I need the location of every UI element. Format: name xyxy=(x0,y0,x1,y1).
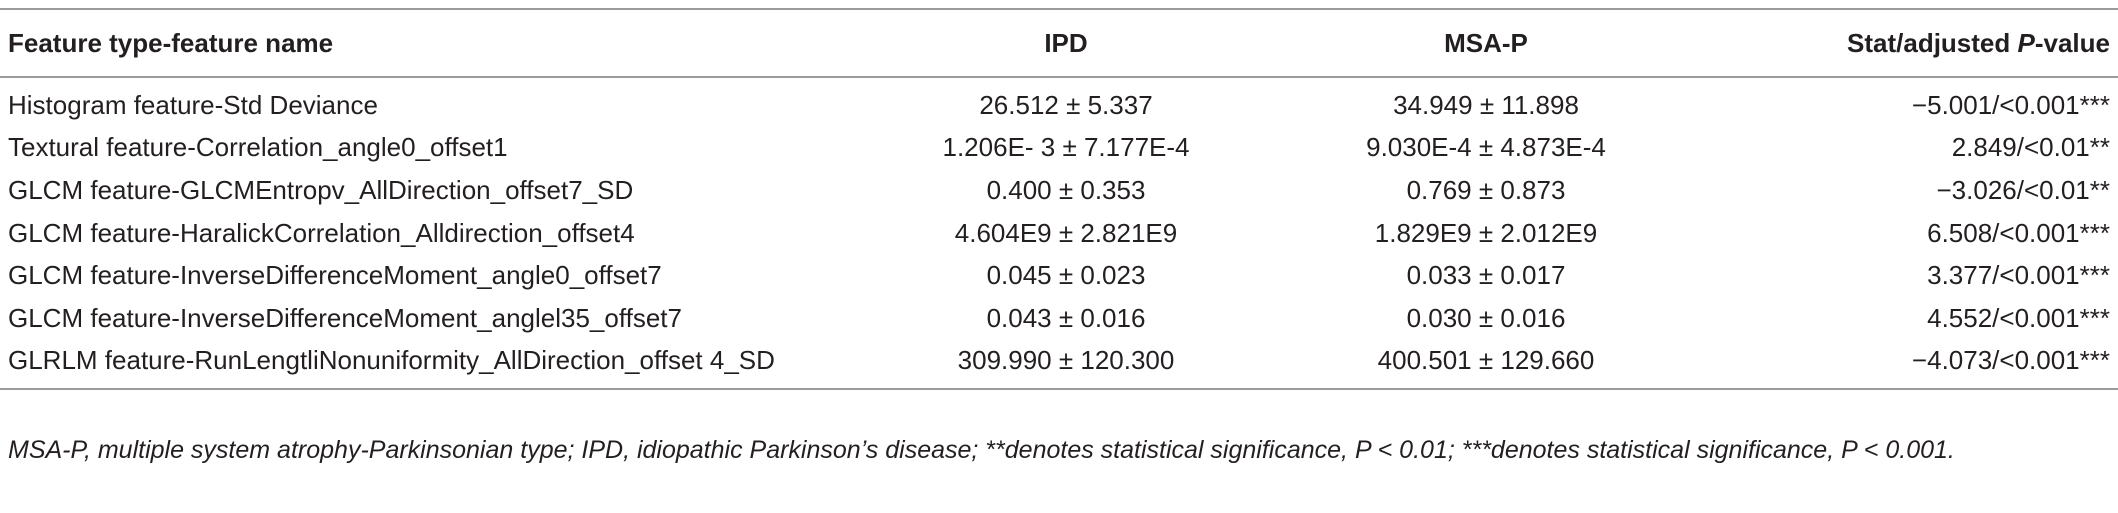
cell-ipd: 26.512 ± 5.337 xyxy=(979,89,1153,120)
table-row: Histogram feature-Std Deviance 26.512 ± … xyxy=(0,77,2118,127)
table-footnote: MSA-P, multiple system atrophy-Parkinson… xyxy=(8,436,1955,464)
cell-msa-p: 34.949 ± 11.898 xyxy=(1393,89,1579,120)
cell-stat: 4.552/<0.001*** xyxy=(1927,302,2110,333)
cell-ipd: 4.604E9 ± 2.821E9 xyxy=(954,217,1178,248)
cell-msa-p: 9.030E-4 ± 4.873E-4 xyxy=(1366,132,1606,163)
cell-feature: GLCM feature-InverseDifferenceMoment_ang… xyxy=(8,260,662,291)
cell-ipd: 0.045 ± 0.023 xyxy=(986,260,1146,291)
table-row: GLCM feature-GLCMEntropv_AllDirection_of… xyxy=(0,169,2118,212)
header-stat-p: P xyxy=(2017,27,2035,58)
table-row: GLCM feature-HaralickCorrelation_Alldire… xyxy=(0,212,2118,255)
cell-stat: 6.508/<0.001*** xyxy=(1927,217,2110,248)
header-stat-p-value: Stat/adjusted P-value xyxy=(1696,9,2118,77)
cell-feature: Histogram feature-Std Deviance xyxy=(8,89,378,120)
cell-feature: GLCM feature-HaralickCorrelation_Alldire… xyxy=(8,217,635,248)
cell-feature: GLCM feature-InverseDifferenceMoment_ang… xyxy=(8,302,682,333)
cell-ipd: 309.990 ± 120.300 xyxy=(957,345,1175,376)
table-row: GLCM feature-InverseDifferenceMoment_ang… xyxy=(0,297,2118,340)
cell-stat: −3.026/<0.01** xyxy=(1936,174,2111,205)
cell-stat: 2.849/<0.01** xyxy=(1951,132,2110,163)
cell-msa-p: 0.769 ± 0.873 xyxy=(1406,174,1566,205)
cell-msa-p: 0.033 ± 0.017 xyxy=(1406,260,1566,291)
table-row: GLCM feature-InverseDifferenceMoment_ang… xyxy=(0,254,2118,297)
cell-feature: GLCM feature-GLCMEntropv_AllDirection_of… xyxy=(8,174,634,205)
table-header-row: Feature type-feature name IPD MSA-P Stat… xyxy=(0,9,2118,77)
cell-feature: GLRLM feature-RunLengtliNonuniformity_Al… xyxy=(8,345,775,376)
header-ipd: IPD xyxy=(1044,27,1088,58)
header-msa-p: MSA-P xyxy=(1444,27,1528,58)
cell-msa-p: 400.501 ± 129.660 xyxy=(1377,345,1595,376)
table-row: GLRLM feature-RunLengtliNonuniformity_Al… xyxy=(0,340,2118,390)
cell-stat: 3.377/<0.001*** xyxy=(1927,260,2110,291)
cell-ipd: 0.400 ± 0.353 xyxy=(986,174,1146,205)
feature-comparison-table: Feature type-feature name IPD MSA-P Stat… xyxy=(0,8,2118,390)
table-row: Textural feature-Correlation_angle0_offs… xyxy=(0,127,2118,170)
header-stat-prefix: Stat/adjusted xyxy=(1847,27,2018,58)
cell-stat: −5.001/<0.001*** xyxy=(1911,89,2110,120)
cell-ipd: 1.206E- 3 ± 7.177E-4 xyxy=(942,132,1190,163)
cell-msa-p: 0.030 ± 0.016 xyxy=(1406,302,1566,333)
cell-stat: −4.073/<0.001*** xyxy=(1911,345,2110,376)
header-feature-name: Feature type-feature name xyxy=(8,27,334,58)
header-stat-suffix: -value xyxy=(2034,27,2110,58)
cell-ipd: 0.043 ± 0.016 xyxy=(986,302,1146,333)
cell-feature: Textural feature-Correlation_angle0_offs… xyxy=(8,132,508,163)
cell-msa-p: 1.829E9 ± 2.012E9 xyxy=(1374,217,1598,248)
